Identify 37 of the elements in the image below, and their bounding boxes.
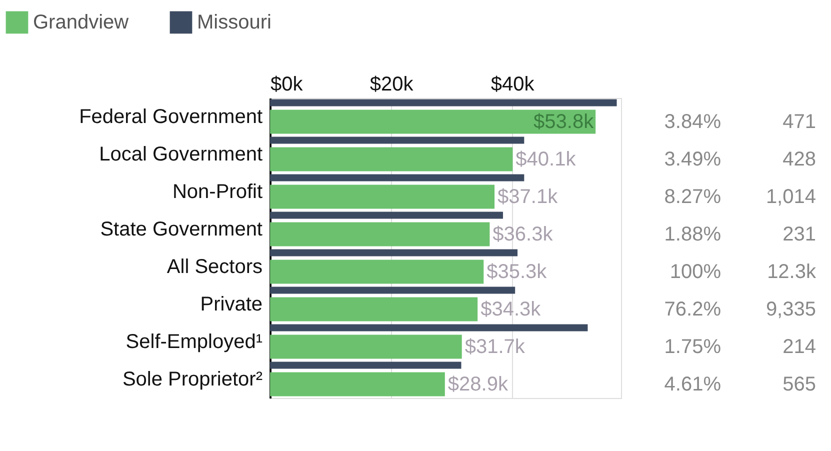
y-tick-label: Private bbox=[200, 293, 262, 316]
y-tick-label: Non-Profit bbox=[172, 180, 263, 203]
x-tick-label: $40k bbox=[490, 74, 536, 96]
text: 3.84% bbox=[664, 110, 722, 133]
text: 9,335 bbox=[766, 298, 816, 320]
y-tick-label: Local Government bbox=[99, 143, 263, 166]
data-label: $28.9k bbox=[448, 373, 509, 396]
x-tick-label: $20k bbox=[370, 74, 414, 96]
data-label: $36.3k bbox=[492, 223, 554, 246]
text: 231 bbox=[782, 223, 816, 246]
y-tick-label: Self-Employed¹ bbox=[126, 330, 263, 353]
text: 4.61% bbox=[664, 373, 722, 396]
data-label: $40.1k bbox=[516, 148, 577, 170]
text: 565 bbox=[782, 373, 816, 396]
y-tick-label: Sole Proprietor² bbox=[122, 368, 263, 390]
data-label: $34.3k bbox=[480, 298, 542, 320]
text: 428 bbox=[782, 148, 816, 170]
legend-label: Missouri bbox=[197, 11, 272, 34]
text: 471 bbox=[782, 110, 816, 133]
y-tick-label: All Sectors bbox=[166, 256, 262, 278]
data-label: $31.7k bbox=[464, 336, 526, 358]
legend-label: Grandview bbox=[33, 11, 130, 34]
data-label: $37.1k bbox=[498, 186, 559, 208]
y-tick-label: Federal Government bbox=[79, 106, 263, 128]
text: 12.3k bbox=[767, 260, 817, 283]
text: 100% bbox=[670, 260, 722, 283]
text: 1.88% bbox=[664, 223, 722, 246]
text: 8.27% bbox=[664, 186, 722, 208]
text: 214 bbox=[782, 336, 816, 358]
x-tick-label: $0k bbox=[270, 74, 304, 96]
text: 1,014 bbox=[766, 186, 816, 208]
data-label: $53.8k bbox=[534, 110, 595, 133]
text: 3.49% bbox=[664, 148, 722, 170]
text: 76.2% bbox=[664, 298, 722, 320]
y-tick-label: State Government bbox=[100, 218, 263, 240]
text: 1.75% bbox=[664, 336, 722, 358]
data-label: $35.3k bbox=[486, 260, 548, 283]
